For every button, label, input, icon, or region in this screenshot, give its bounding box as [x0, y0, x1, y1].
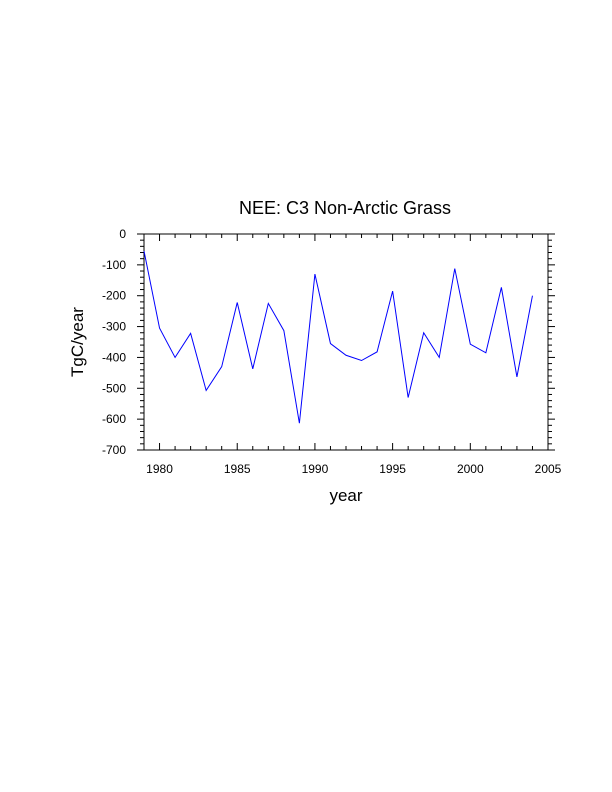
y-tick-label: -200: [102, 289, 126, 303]
y-axis-label: TgC/year: [68, 307, 87, 377]
x-tick-label: 1980: [146, 462, 173, 476]
x-tick-label: 1990: [302, 462, 329, 476]
y-tick-label: -300: [102, 320, 126, 334]
y-tick-label: -700: [102, 443, 126, 457]
axis-ticks: [137, 233, 555, 451]
plot-frame: [143, 233, 549, 451]
series-line: [143, 250, 533, 424]
y-tick-label: -600: [102, 412, 126, 426]
chart-title: NEE: C3 Non-Arctic Grass: [239, 198, 451, 218]
y-tick-label: -500: [102, 381, 126, 395]
tick-labels: 1980 1985 1990 1995 2000 2005 0 -100 -200 -300 -40…: [102, 227, 562, 476]
x-axis-label: year: [329, 486, 362, 505]
y-tick-label: -400: [102, 350, 126, 364]
x-tick-label: 1995: [379, 462, 406, 476]
y-tick-label: 0: [119, 227, 126, 241]
y-tick-label: -100: [102, 258, 126, 272]
x-tick-label: 2000: [457, 462, 484, 476]
x-tick-label: 2005: [535, 462, 562, 476]
x-tick-label: 1985: [224, 462, 251, 476]
